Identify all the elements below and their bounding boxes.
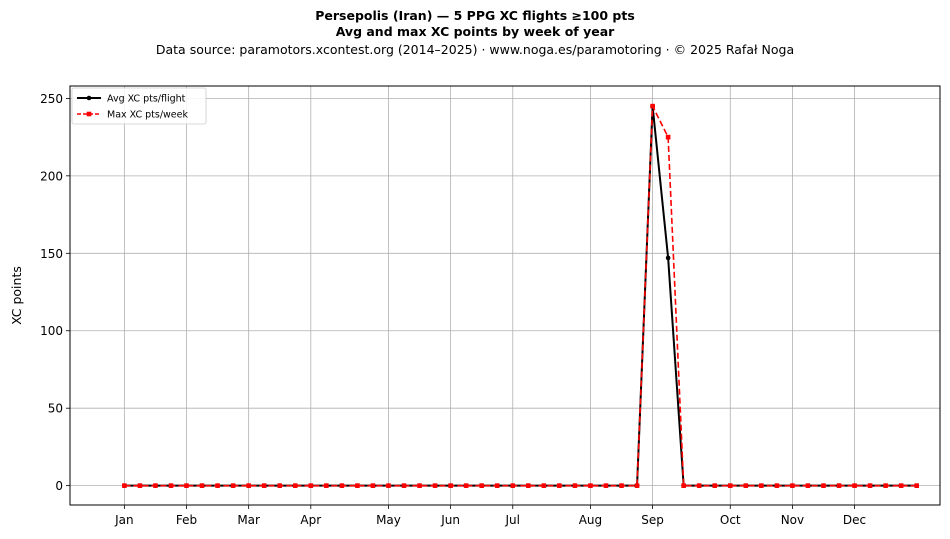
- data-point-max: [386, 483, 391, 488]
- data-point-max: [665, 134, 671, 140]
- x-tick-label: Oct: [720, 513, 741, 527]
- y-axis-label: XC points: [9, 266, 24, 325]
- data-point-max: [836, 483, 842, 488]
- data-point-max: [696, 483, 702, 488]
- data-point-max: [867, 483, 873, 488]
- data-point-max: [743, 483, 749, 488]
- data-point-max: [712, 483, 718, 488]
- data-point-max: [510, 483, 516, 488]
- data-point-max: [417, 483, 422, 488]
- data-point-max: [634, 483, 640, 488]
- data-point-max: [619, 483, 624, 488]
- data-point-max: [479, 483, 484, 488]
- y-tick-label: 150: [40, 247, 63, 261]
- series-layer: [122, 103, 919, 488]
- series-line-max: [124, 105, 917, 487]
- x-tick-label: Jan: [114, 513, 134, 527]
- x-tick-label: Mar: [237, 513, 260, 527]
- data-point-max: [215, 483, 220, 488]
- data-point-max: [246, 483, 251, 488]
- chart-title-block: Persepolis (Iran) — 5 PPG XC flights ≥10…: [0, 8, 950, 58]
- data-point-max: [153, 483, 158, 488]
- y-tick-label: 50: [48, 402, 63, 416]
- data-point-max: [603, 483, 609, 488]
- data-point-max: [355, 483, 360, 488]
- series-line-avg: [124, 105, 917, 487]
- legend-box: [71, 87, 207, 125]
- data-point-max: [324, 483, 329, 488]
- data-point-max: [898, 483, 904, 488]
- x-tick-label: Dec: [843, 513, 866, 527]
- data-point-max: [914, 483, 919, 488]
- legend-label: Max XC pts/week: [107, 110, 188, 121]
- data-point-max: [339, 483, 345, 488]
- legend: Avg XC pts/flight Max XC pts/week: [71, 87, 207, 125]
- data-point-max: [852, 483, 857, 488]
- x-tick-label: Aug: [579, 513, 602, 527]
- data-point-max: [308, 483, 314, 488]
- data-point-max: [184, 483, 189, 488]
- x-tick-label: May: [376, 513, 401, 527]
- x-tick-label: Jul: [505, 513, 520, 527]
- chart-source-note: Data source: paramotors.xcontest.org (20…: [155, 42, 795, 57]
- data-point-max: [370, 483, 376, 488]
- data-point-max: [526, 483, 531, 488]
- legend-label: Avg XC pts/flight: [107, 94, 186, 105]
- data-point-avg: [665, 255, 671, 261]
- y-tick-label: 100: [40, 324, 63, 338]
- data-point-max: [230, 483, 236, 488]
- data-point-max: [774, 483, 780, 488]
- data-point-max: [277, 483, 283, 488]
- data-point-max: [168, 483, 174, 488]
- data-point-max: [261, 483, 267, 488]
- legend-swatch-marker: [86, 111, 92, 117]
- legend-swatch-marker: [86, 95, 92, 101]
- data-point-max: [557, 483, 562, 488]
- data-point-max: [681, 483, 686, 488]
- data-point-max: [790, 483, 795, 488]
- data-point-max: [137, 483, 143, 488]
- data-point-max: [432, 483, 438, 488]
- chart-title: Persepolis (Iran) — 5 PPG XC flights ≥10…: [315, 8, 635, 23]
- data-point-max: [821, 483, 826, 488]
- data-point-max: [572, 483, 578, 488]
- data-point-max: [541, 483, 547, 488]
- data-point-max: [759, 483, 764, 488]
- data-point-max: [292, 483, 298, 488]
- data-point-max: [727, 483, 733, 488]
- y-tick-label: 200: [40, 169, 63, 183]
- data-point-max: [494, 483, 500, 488]
- data-point-max: [883, 483, 888, 488]
- data-point-max: [463, 483, 469, 488]
- y-tick-label: 250: [40, 92, 63, 106]
- data-point-max: [805, 483, 811, 488]
- data-point-max: [650, 103, 655, 109]
- x-tick-label: Nov: [781, 513, 804, 527]
- grid-lines: [70, 86, 940, 505]
- x-tick-label: Jun: [440, 513, 460, 527]
- data-point-max: [122, 483, 127, 488]
- data-point-max: [588, 483, 593, 488]
- y-tick-label: 0: [55, 479, 63, 493]
- plot-frame: [69, 85, 941, 506]
- data-point-max: [401, 483, 407, 488]
- chart-subtitle: Avg and max XC points by week of year: [335, 24, 615, 39]
- axis-ticks: Jan Feb Mar Apr May Jun Jul Aug Sep Oct Nov Dec 0 50 1…: [40, 92, 866, 527]
- data-point-max: [448, 483, 453, 488]
- x-tick-label: Apr: [300, 513, 321, 527]
- x-tick-label: Sep: [641, 513, 664, 527]
- x-tick-label: Feb: [176, 513, 197, 527]
- data-point-max: [199, 483, 205, 488]
